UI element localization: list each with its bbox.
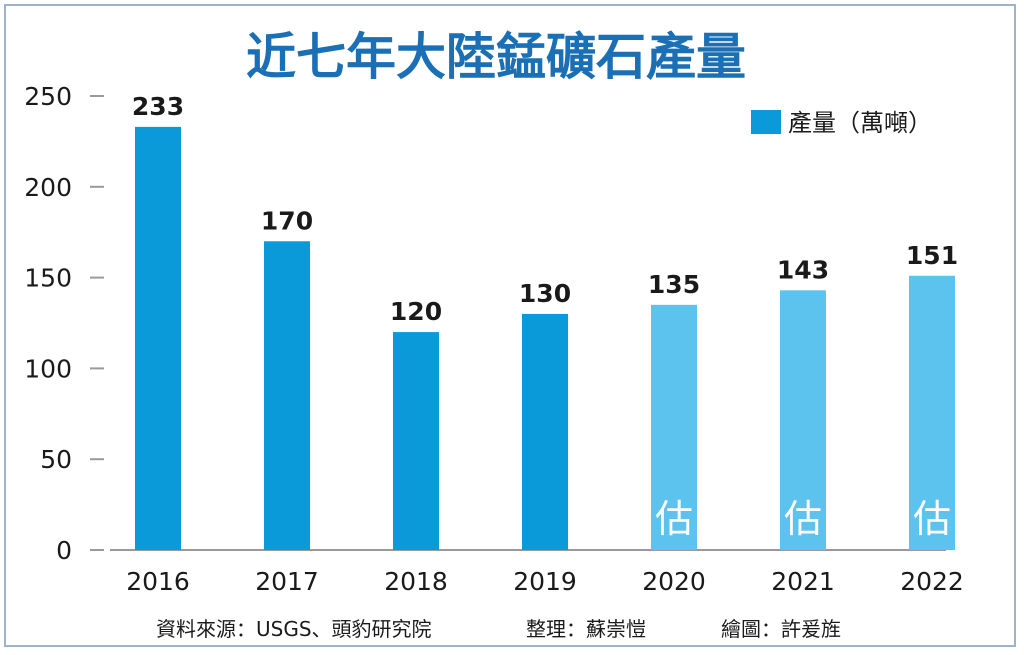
estimate-label: 估 [913,497,951,541]
x-tick-label: 2018 [384,567,448,596]
source-note: 資料來源：USGS、頭豹研究院 [156,617,432,641]
illustrator-note: 繪圖：許爰旌 [721,617,841,641]
legend-swatch [751,110,781,134]
y-tick-label: 0 [56,536,72,565]
chart-title: 近七年大陸錳礦石產量 [246,28,746,86]
bar-2017 [264,241,310,550]
value-label: 143 [777,255,829,284]
footer: 資料來源：USGS、頭豹研究院 整理：蘇崇愷 繪圖：許爰旌 [156,617,841,641]
editor-note: 整理：蘇崇愷 [526,617,646,641]
bar-2020 [651,304,697,550]
bar-2019 [522,313,568,550]
y-tick-label: 250 [24,82,72,111]
value-label: 120 [390,297,442,326]
estimate-label: 估 [784,497,822,541]
y-tick-label: 50 [40,445,72,474]
legend-label: 產量（萬噸） [788,109,932,137]
estimate-label: 估 [655,497,693,541]
x-tick-label: 2020 [642,567,706,596]
x-tick-label: 2019 [513,567,577,596]
value-label: 135 [648,270,700,299]
y-tick-label: 100 [24,354,72,383]
bar-chart: 近七年大陸錳礦石產量 產量（萬噸） 0 50 100 150 200 250 233 170… [24,28,964,641]
x-tick-label: 2021 [771,567,835,596]
value-label: 233 [132,92,184,121]
legend: 產量（萬噸） [751,109,932,137]
y-tick-label: 150 [24,264,72,293]
x-tick-label: 2022 [900,567,964,596]
value-label: 170 [261,206,313,235]
y-tick-label: 200 [24,173,72,202]
value-label: 151 [906,241,958,270]
bar-2018 [393,332,439,550]
bars: 233 170 120 130 135 估 143 估 151 估 [132,92,958,550]
chart-frame: 近七年大陸錳礦石產量 產量（萬噸） 0 50 100 150 200 250 233 170… [4,4,1016,647]
value-label: 130 [519,279,571,308]
x-axis: 2016 2017 2018 2019 2020 2021 2022 [126,567,964,596]
x-tick-label: 2017 [255,567,319,596]
bar-2022 [909,275,955,550]
y-axis: 0 50 100 150 200 250 [24,82,104,565]
bar-2016 [135,126,181,550]
x-tick-label: 2016 [126,567,190,596]
bar-2021 [780,290,826,550]
